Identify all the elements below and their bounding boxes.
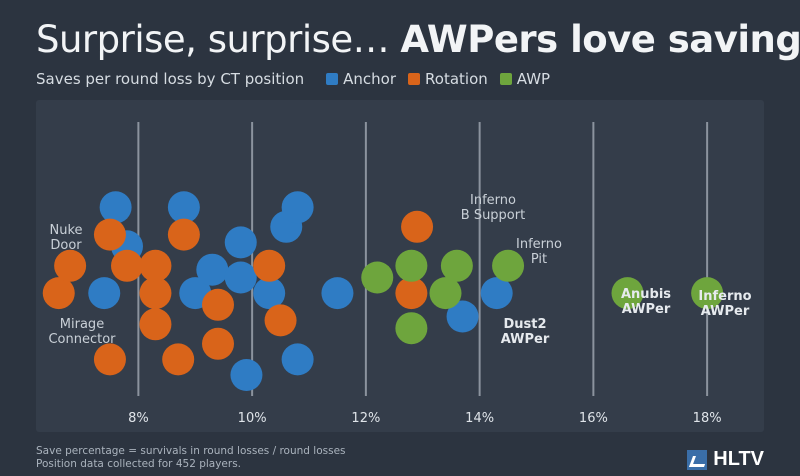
tick-label-10: 10% [238, 411, 267, 426]
annotation-0-line-0: Nuke [49, 223, 82, 238]
legend-item-rotation: Rotation [408, 70, 488, 88]
footnote: Save percentage = survivals in round los… [36, 445, 346, 471]
point-anchor-1 [88, 277, 121, 310]
brand-text: HLTV [713, 448, 764, 470]
annotation-5-line-1: AWPer [622, 302, 671, 317]
point-rotation-6 [139, 277, 172, 310]
chart-subtitle: Saves per round loss by CT position [36, 70, 305, 88]
point-rotation-15 [401, 210, 434, 243]
legend-swatch-rotation [408, 73, 421, 85]
legend-item-awp: AWP [499, 70, 551, 88]
point-rotation-13 [264, 304, 297, 337]
tick-label-12: 12% [351, 411, 380, 426]
point-rotation-11 [202, 288, 234, 321]
annotation-3-line-0: Inferno [516, 237, 562, 252]
point-awp-7 [691, 277, 724, 310]
legend-label-anchor: Anchor [343, 70, 397, 88]
point-anchor-5 [196, 253, 229, 286]
annotation-1-line-0: Mirage [60, 317, 104, 332]
point-anchor-15 [480, 277, 513, 310]
point-rotation-12 [253, 249, 286, 282]
point-awp-0 [361, 261, 394, 294]
point-awp-2 [395, 249, 428, 282]
point-anchor-6 [224, 261, 257, 294]
point-rotation-0 [42, 277, 75, 310]
point-anchor-7 [224, 226, 257, 259]
brand-logo: HLTV [687, 448, 764, 471]
footnote-line-1: Save percentage = survivals in round los… [36, 445, 346, 457]
annotation-4-line-1: AWPer [501, 332, 550, 347]
annotation-1-line-1: Connector [48, 332, 116, 347]
legend-item-anchor: Anchor [326, 70, 396, 88]
point-anchor-11 [230, 359, 263, 391]
annotation-6-line-1: AWPer [701, 304, 750, 319]
point-awp-3 [429, 277, 462, 310]
point-anchor-13 [321, 277, 354, 310]
title-regular: Surprise, surprise… [36, 18, 390, 61]
legend-label-rotation: Rotation [425, 70, 488, 88]
tick-label-8: 8% [128, 411, 149, 426]
annotation-6-line-0: Inferno [698, 289, 751, 304]
annotation-4-line-0: Dust2 [503, 317, 546, 332]
title-bold: AWPers love saving [400, 18, 800, 61]
tick-label-18: 18% [693, 411, 722, 426]
annotation-2-line-1: B Support [461, 208, 525, 223]
point-rotation-3 [111, 249, 143, 282]
point-awp-6 [611, 277, 644, 310]
annotation-5-line-0: Anubis [621, 287, 671, 302]
annotation-0-line-1: Door [50, 238, 82, 253]
point-rotation-1 [54, 249, 87, 282]
footnote-line-2: Position data collected for 452 players. [36, 458, 242, 470]
point-anchor-2 [99, 191, 132, 224]
point-anchor-3 [167, 191, 200, 224]
point-rotation-10 [202, 327, 234, 360]
point-awp-4 [440, 249, 473, 282]
point-awp-5 [492, 249, 525, 282]
annotation-2-line-0: Inferno [470, 193, 516, 208]
point-rotation-14 [395, 277, 428, 310]
tick-label-16: 16% [579, 411, 608, 426]
chart-title: Surprise, surprise… AWPers love saving [36, 18, 800, 61]
point-rotation-5 [139, 308, 172, 341]
tick-label-14: 14% [465, 411, 494, 426]
point-anchor-8 [253, 277, 286, 310]
point-rotation-8 [162, 343, 195, 376]
legend-swatch-awp [499, 73, 512, 85]
point-anchor-12 [281, 343, 314, 376]
chart-panel: 8% 10% 12% 14% 16% 18% Nuke Door Mirage Connector… [36, 100, 764, 432]
annotation-3-line-1: Pit [531, 252, 547, 267]
point-rotation-2 [93, 343, 126, 376]
subtitle-legend-row: Saves per round loss by CT position Anch… [36, 70, 562, 88]
point-anchor-14 [446, 300, 479, 333]
brand-icon [687, 449, 708, 470]
point-rotation-7 [139, 249, 172, 282]
point-rotation-4 [93, 218, 126, 251]
point-awp-1 [395, 312, 428, 345]
legend-swatch-anchor [326, 73, 339, 85]
legend-label-awp: AWP [516, 70, 551, 88]
point-rotation-9 [167, 218, 200, 251]
point-anchor-10 [281, 191, 314, 224]
